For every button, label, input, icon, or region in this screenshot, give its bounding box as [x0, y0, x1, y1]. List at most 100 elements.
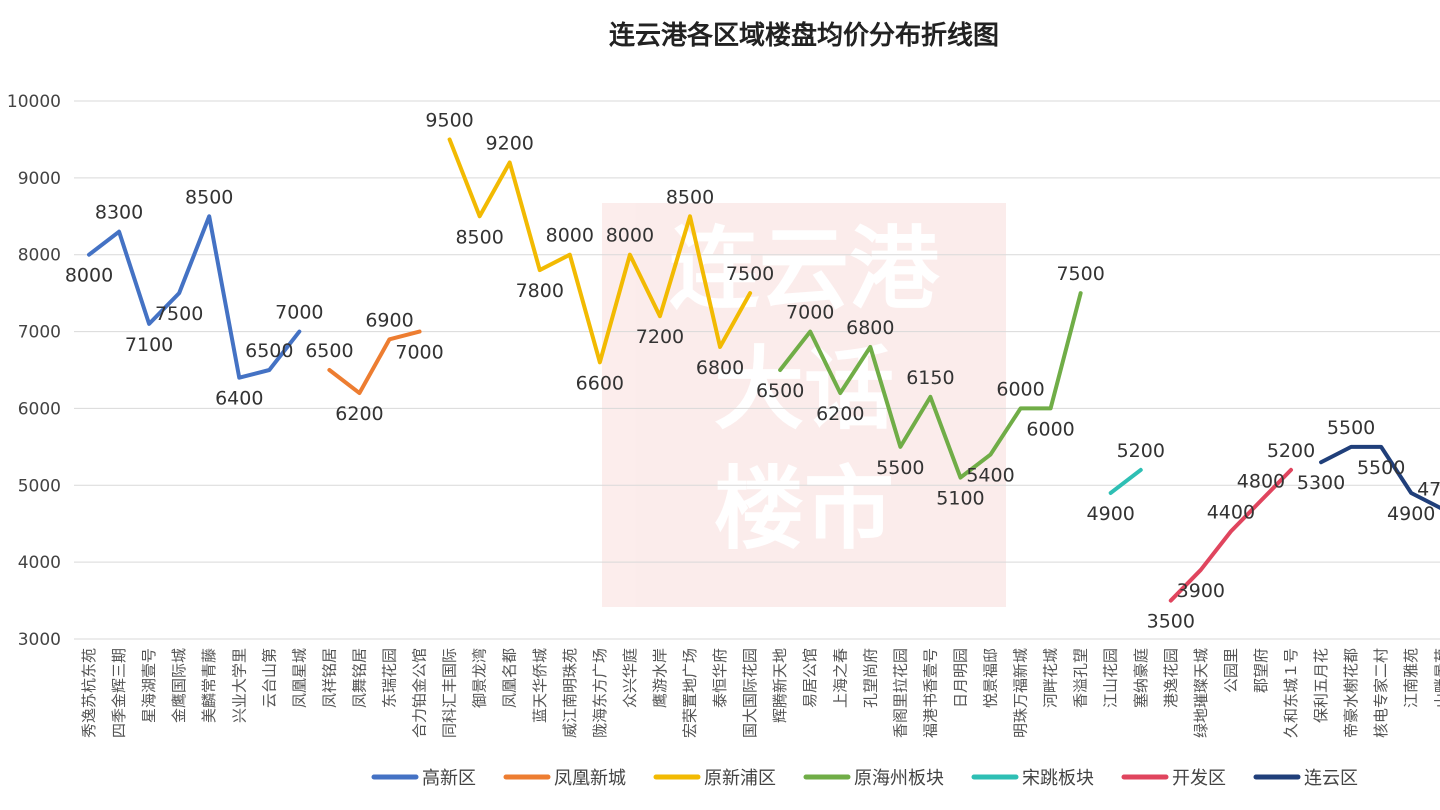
watermark-text-3: 楼市: [714, 457, 894, 562]
data-label: 7500: [726, 263, 774, 285]
x-tick-label: 帝豪水榭花都: [1342, 648, 1360, 738]
data-label: 7000: [275, 302, 323, 324]
series-line-原新浦区: [447, 137, 753, 365]
legend-label: 原新浦区: [704, 768, 776, 789]
x-tick-label: 秀逸苏杭东苑: [80, 648, 98, 738]
data-label: 6400: [215, 388, 263, 410]
x-tick-label: 兴业大学里: [230, 648, 248, 723]
data-label: 3500: [1147, 611, 1195, 633]
x-tick-label: 香阁里拉花园: [891, 648, 909, 738]
data-label: 3900: [1177, 580, 1225, 602]
data-label: 6200: [335, 403, 383, 425]
data-label: 5500: [1327, 417, 1375, 439]
x-tick-label: 明珠万福新城: [1012, 648, 1030, 738]
watermark-text-1: 连云港: [669, 217, 940, 322]
x-tick-label: 香溢孔望: [1072, 648, 1090, 708]
data-label: 7100: [125, 334, 173, 356]
data-label: 7000: [395, 342, 443, 364]
x-tick-label: 威江南明珠苑: [561, 648, 579, 738]
x-tick-label: 凤祥铭居: [320, 648, 338, 708]
y-tick-label: 4000: [18, 553, 61, 573]
x-tick-label: 保利五月花: [1312, 648, 1330, 723]
legend-label: 宋跳板块: [1022, 768, 1094, 789]
data-label: 5300: [1297, 472, 1345, 494]
data-label: 8500: [455, 226, 503, 248]
data-label: 5500: [876, 457, 924, 479]
x-tick-label: 河畔花城: [1042, 648, 1060, 708]
x-tick-label: 凤凰星城: [290, 648, 308, 708]
legend-label: 开发区: [1172, 768, 1226, 789]
data-label: 7500: [1056, 263, 1104, 285]
data-label: 5500: [1357, 457, 1405, 479]
data-label: 7500: [155, 303, 203, 325]
legend-label: 高新区: [422, 768, 476, 789]
data-label: 4900: [1387, 503, 1435, 525]
x-tick-label: 公园里: [1222, 648, 1240, 693]
y-tick-label: 8000: [18, 246, 61, 266]
data-label: 8500: [185, 186, 233, 208]
x-tick-label: 日月明园: [951, 648, 969, 708]
data-label: 9200: [486, 132, 534, 154]
data-label: 6500: [305, 340, 353, 362]
x-tick-label: 美麟常青藤: [200, 648, 218, 723]
data-label: 6600: [576, 372, 624, 394]
data-label: 7800: [516, 280, 564, 302]
x-tick-label: 泰恒华府: [711, 648, 729, 708]
series-line-开发区: [1168, 467, 1293, 603]
x-tick-label: 辉腾新天地: [771, 648, 789, 723]
data-label: 6150: [906, 367, 954, 389]
legend-label: 凤凰新城: [554, 768, 626, 789]
data-label: 9500: [425, 109, 473, 131]
watermark-box: [602, 203, 1006, 607]
x-tick-label: 云台山第: [260, 648, 278, 708]
x-tick-label: 蓝天华侨城: [531, 648, 549, 723]
x-tick-label: 江山花园: [1102, 648, 1120, 708]
data-label: 8000: [606, 225, 654, 247]
series-line-宋跳板块: [1108, 467, 1143, 495]
x-tick-label: 久和东城１号: [1282, 648, 1300, 738]
x-tick-label: 陇海东方广场: [591, 648, 609, 738]
data-label: 6000: [1026, 418, 1074, 440]
data-label: 5100: [936, 488, 984, 510]
x-tick-label: 上海之春: [831, 648, 849, 708]
x-tick-label: 凤舞铭居: [350, 648, 368, 708]
data-label: 6500: [756, 380, 804, 402]
x-tick-label: 绿地璀璨天城: [1192, 648, 1210, 738]
data-label: 4800: [1237, 471, 1285, 493]
watermark: 连云港 大话 楼市: [602, 203, 1006, 607]
data-label: 5200: [1267, 440, 1315, 462]
data-label: 4700: [1417, 478, 1440, 500]
x-tick-label: 合力铂金公馆: [411, 648, 429, 738]
x-tick-label: 塞纳豪庭: [1132, 648, 1150, 708]
data-label: 6500: [245, 340, 293, 362]
x-tick-label: 江南雅苑: [1402, 648, 1420, 708]
data-label: 8000: [546, 225, 594, 247]
x-tick-label: 悦景福邸: [982, 648, 1000, 708]
x-tick-label: 易居公馆: [801, 648, 819, 708]
data-label: 6800: [846, 317, 894, 339]
x-tick-label: 同科汇丰国际: [441, 648, 459, 738]
x-tick-label: 核电专家二村: [1372, 648, 1390, 738]
x-tick-label: 港逸花园: [1162, 648, 1180, 708]
legend-label: 连云区: [1304, 768, 1358, 789]
x-tick-label: 福港书香壹号: [921, 648, 939, 738]
x-tick-label: 御景龙湾: [471, 648, 489, 708]
y-tick-label: 10000: [7, 92, 61, 112]
x-tick-label: 孔望尚府: [861, 648, 879, 708]
series-line-原海州板块: [778, 291, 1083, 480]
series-line-凤凰新城: [327, 329, 422, 396]
data-label: 4900: [1087, 503, 1135, 525]
y-tick-label: 9000: [18, 169, 61, 189]
x-tick-label: 凤凰名都: [501, 648, 519, 708]
x-tick-label: 郡望府: [1252, 648, 1270, 693]
data-label: 6200: [816, 403, 864, 425]
chart-title: 连云港各区域楼盘均价分布折线图: [609, 20, 999, 51]
x-tick-label: 山畔景苑: [1432, 648, 1440, 708]
data-label: 6800: [696, 357, 744, 379]
x-tick-label: 国大国际花园: [741, 648, 759, 738]
x-tick-label: 鹰游水岸: [651, 648, 669, 708]
data-label: 7200: [636, 326, 684, 348]
y-tick-label: 7000: [18, 323, 61, 343]
